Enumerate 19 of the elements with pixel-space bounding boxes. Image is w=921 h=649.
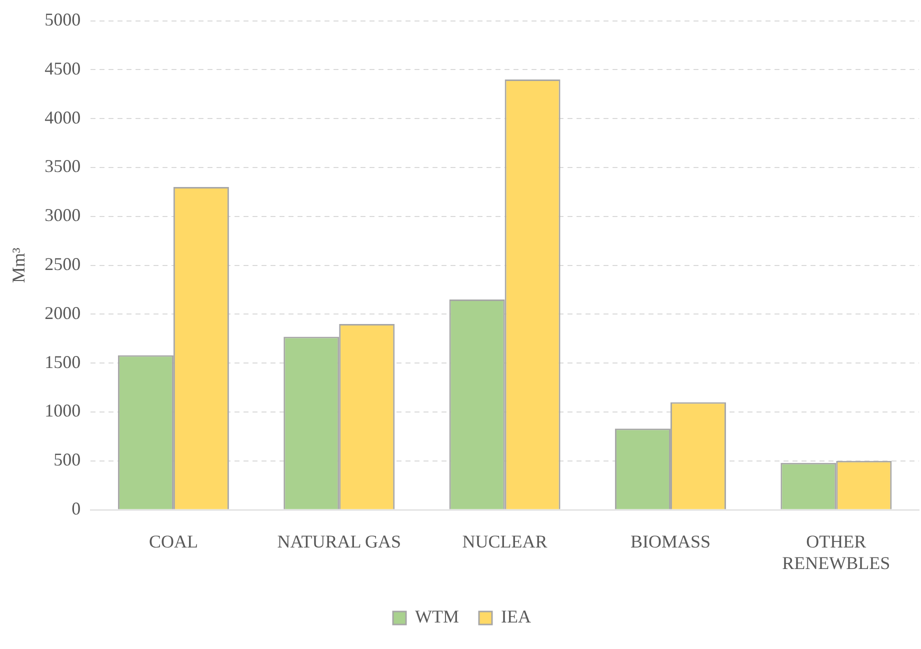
y-tick-label: 2000 bbox=[44, 302, 81, 323]
y-tick-label: 3500 bbox=[44, 156, 81, 176]
x-tick-label: COAL bbox=[148, 531, 198, 552]
y-tick-label: 1000 bbox=[44, 400, 81, 421]
y-tick-label: 5000 bbox=[44, 10, 81, 30]
y-tick-label: 4500 bbox=[44, 58, 81, 78]
y-tick-label: 2500 bbox=[44, 254, 81, 274]
x-tick-label: BIOMASS bbox=[630, 531, 710, 552]
y-tick-label: 0 bbox=[72, 498, 81, 519]
y-tick-label: 1500 bbox=[44, 352, 81, 372]
legend-label: IEA bbox=[501, 606, 531, 627]
x-tick-label: NUCLEAR bbox=[462, 531, 548, 552]
legend-label: WTM bbox=[415, 606, 460, 627]
y-axis-title: Mm³ bbox=[8, 246, 29, 284]
x-tick-label: NATURAL GAS bbox=[277, 531, 402, 552]
y-tick-label: 4000 bbox=[44, 107, 81, 128]
x-tick-label: OTHER RENEWBLES bbox=[782, 531, 890, 573]
y-tick-label: 500 bbox=[54, 450, 81, 470]
y-tick-label: 3000 bbox=[44, 205, 81, 226]
